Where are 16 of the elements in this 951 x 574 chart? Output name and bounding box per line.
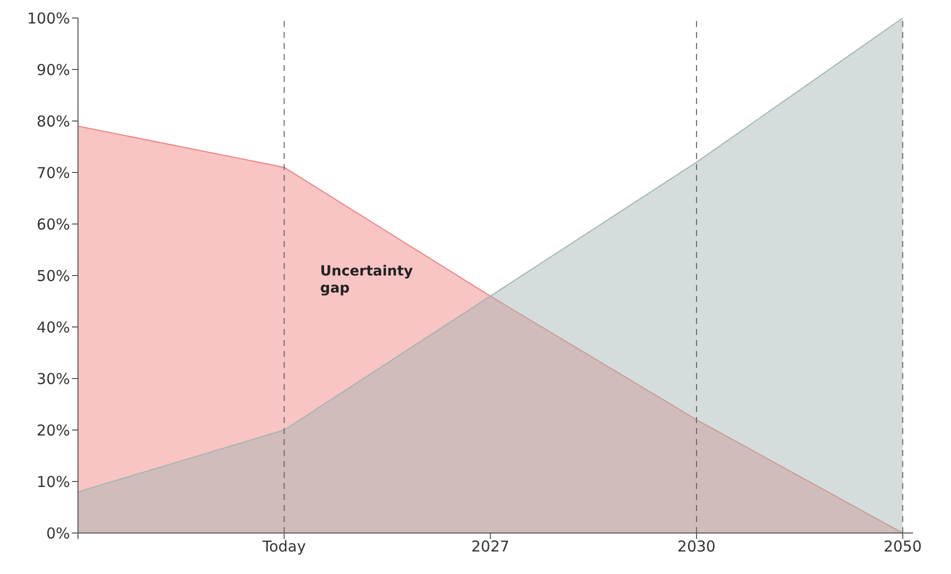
- y-tick-label: 40%: [36, 318, 70, 336]
- y-tick-label: 10%: [36, 472, 70, 491]
- y-tick-label: 60%: [36, 215, 70, 234]
- y-tick-label: 50%: [36, 266, 70, 285]
- y-tick-label: 30%: [36, 370, 70, 388]
- y-tick-label: 0%: [46, 524, 70, 542]
- y-tick-label: 100%: [27, 9, 70, 28]
- x-tick-label: 2050: [884, 538, 922, 556]
- x-tick-label: 2027: [471, 538, 510, 556]
- x-tick-label: 2030: [677, 538, 716, 556]
- x-tick-label: Today: [261, 538, 306, 556]
- y-tick-label: 70%: [36, 164, 70, 182]
- y-tick-label: 80%: [36, 112, 70, 130]
- y-tick-label: 20%: [36, 421, 70, 440]
- annotation: Uncertainty gap: [320, 264, 413, 296]
- y-tick-label: 90%: [36, 60, 70, 79]
